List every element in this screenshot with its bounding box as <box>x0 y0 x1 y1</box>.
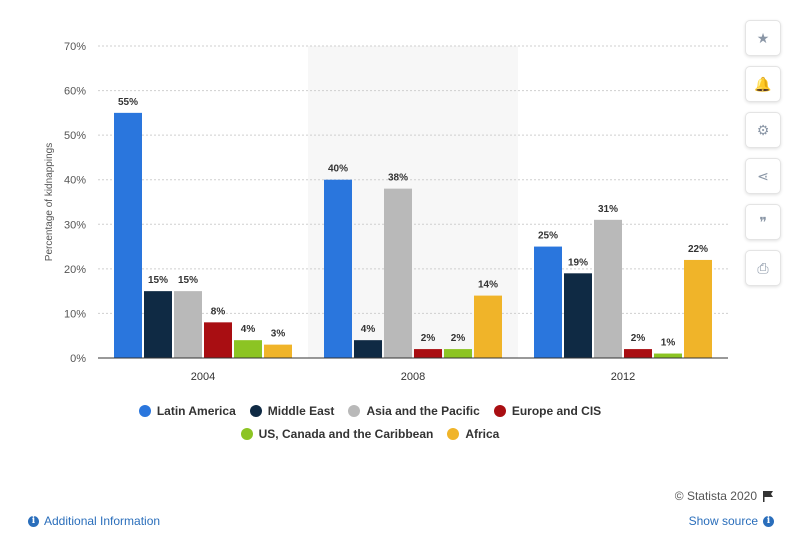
statista-credit[interactable]: © Statista 2020 <box>675 489 774 503</box>
data-label: 25% <box>538 231 558 242</box>
data-label: 3% <box>271 329 286 340</box>
print-button[interactable]: ⎙ <box>745 250 781 286</box>
legend-item[interactable]: Europe and CIS <box>493 404 602 418</box>
bar[interactable] <box>354 340 382 358</box>
legend-swatch <box>138 405 151 417</box>
bar[interactable] <box>234 340 262 358</box>
bar[interactable] <box>174 291 202 358</box>
bar[interactable] <box>684 259 712 358</box>
legend-swatch <box>249 405 262 417</box>
legend-label: Asia and the Pacific <box>366 404 480 418</box>
legend-row: Latin America Middle East Asia and the Pac… <box>0 404 740 418</box>
legend-swatch <box>493 405 506 417</box>
y-tick-label: 10% <box>64 308 86 320</box>
show-source-label: Show source <box>688 514 758 528</box>
credit-text: © Statista 2020 <box>674 489 757 503</box>
gear-icon: ⚙ <box>756 121 770 138</box>
x-tick-label: 2012 <box>611 371 635 383</box>
gear-button[interactable]: ⚙ <box>745 112 781 148</box>
data-label: 4% <box>241 324 256 335</box>
show-source-link[interactable]: Show source i <box>689 514 774 528</box>
share-button[interactable]: ⋖ <box>745 158 781 194</box>
quote-button[interactable]: ❞ <box>745 204 781 240</box>
legend-label: Africa <box>465 427 500 441</box>
bar[interactable] <box>654 353 682 358</box>
bar[interactable] <box>624 349 652 358</box>
y-tick-label: 70% <box>64 41 86 53</box>
quote-icon: ❞ <box>759 213 767 230</box>
legend-item[interactable]: Latin America <box>138 404 236 418</box>
y-tick-label: 60% <box>64 86 86 98</box>
print-icon: ⎙ <box>757 259 769 276</box>
bar-chart: 0% 10% 20% 30% 40% 50% 60% 70% 55% 15% 15% 8% 4% 3% 4… <box>44 41 728 383</box>
data-label: 40% <box>328 164 348 175</box>
side-toolbar: ★ 🔔 ⚙ ⋖ ❞ ⎙ <box>745 20 781 296</box>
bar[interactable] <box>264 344 292 358</box>
legend-item[interactable]: Asia and the Pacific <box>348 404 480 418</box>
share-icon: ⋖ <box>757 167 769 184</box>
legend-item[interactable]: Africa <box>447 427 499 441</box>
legend-item[interactable]: Middle East <box>249 404 335 418</box>
star-button[interactable]: ★ <box>745 20 781 56</box>
bar[interactable] <box>564 273 592 358</box>
y-tick-label: 30% <box>64 219 86 231</box>
star-icon: ★ <box>756 29 770 46</box>
data-label: 2% <box>631 333 646 344</box>
data-label: 15% <box>148 275 168 286</box>
bar[interactable] <box>414 349 442 358</box>
data-label: 19% <box>568 257 588 268</box>
x-tick-label: 2008 <box>401 371 425 383</box>
info-icon: i <box>28 515 39 527</box>
info-icon: i <box>763 515 774 527</box>
bar[interactable] <box>594 219 622 358</box>
data-label: 4% <box>361 324 376 335</box>
bar[interactable] <box>384 188 412 358</box>
data-label: 8% <box>211 306 226 317</box>
y-axis-label: Percentage of kidnappings <box>44 143 55 261</box>
bar[interactable] <box>204 322 232 358</box>
y-tick-label: 0% <box>70 353 86 365</box>
legend-label: Latin America <box>156 404 236 418</box>
data-label: 1% <box>661 338 676 349</box>
data-label: 55% <box>118 97 138 108</box>
legend-label: US, Canada and the Caribbean <box>258 427 434 441</box>
data-label: 31% <box>598 204 618 215</box>
bar[interactable] <box>324 179 352 358</box>
data-label: 2% <box>421 333 436 344</box>
legend-swatch <box>240 428 253 440</box>
bar[interactable] <box>474 295 502 358</box>
legend: Latin America Middle East Asia and the Pac… <box>0 404 740 450</box>
data-label: 22% <box>688 244 708 255</box>
bar[interactable] <box>534 246 562 358</box>
bell-icon: 🔔 <box>754 75 772 92</box>
y-tick-label: 40% <box>64 175 86 187</box>
legend-item[interactable]: US, Canada and the Caribbean <box>240 427 434 441</box>
x-tick-label: 2004 <box>191 371 215 383</box>
legend-label: Europe and CIS <box>511 404 602 418</box>
data-label: 2% <box>451 333 466 344</box>
legend-row: US, Canada and the Caribbean Africa <box>0 427 740 441</box>
legend-swatch <box>447 428 460 440</box>
additional-information-link[interactable]: i Additional Information <box>28 514 160 528</box>
data-label: 38% <box>388 173 408 184</box>
data-label: 14% <box>478 280 498 291</box>
bell-button[interactable]: 🔔 <box>745 66 781 102</box>
legend-label: Middle East <box>267 404 335 418</box>
legend-swatch <box>348 405 361 417</box>
bar[interactable] <box>444 349 472 358</box>
additional-information-label: Additional Information <box>44 514 161 528</box>
bar[interactable] <box>144 291 172 358</box>
bar[interactable] <box>114 112 142 358</box>
y-tick-label: 20% <box>64 264 86 276</box>
data-label: 15% <box>178 275 198 286</box>
y-tick-label: 50% <box>64 130 86 142</box>
flag-icon <box>763 491 773 502</box>
